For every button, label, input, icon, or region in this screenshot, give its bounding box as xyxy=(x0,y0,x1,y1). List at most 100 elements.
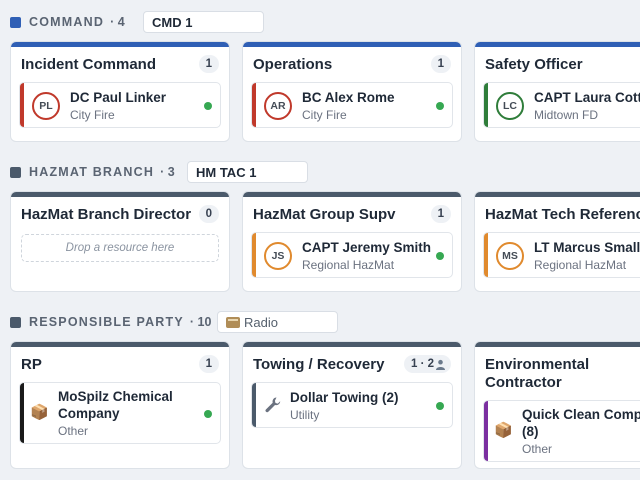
resource-item[interactable]: 📦 MoSpilz Chemical Company Other xyxy=(19,382,221,444)
resource-name: LT Marcus Small xyxy=(534,240,640,255)
card-safety-officer[interactable]: Safety Officer LC CAPT Laura Cotte Midto… xyxy=(474,41,640,142)
card-hazmat-branch-director[interactable]: HazMat Branch Director 0 Drop a resource… xyxy=(10,191,230,292)
package-icon: 📦 xyxy=(494,422,513,439)
avatar: AR xyxy=(264,92,292,120)
card-color-bar xyxy=(475,192,640,197)
card-operations[interactable]: Operations 1 AR BC Alex Rome City Fire xyxy=(242,41,462,142)
resource-item[interactable]: 📦 Quick Clean Compa (8) Other xyxy=(483,400,640,462)
resource-stripe xyxy=(252,233,256,277)
status-online-dot xyxy=(436,102,444,110)
badge-count-text: 1 · 2 xyxy=(410,358,434,370)
card-hazmat-group-supv[interactable]: HazMat Group Supv 1 JS CAPT Jeremy Smith… xyxy=(242,191,462,292)
resource-stripe xyxy=(484,83,488,127)
card-color-bar xyxy=(243,342,461,347)
avatar: PL xyxy=(32,92,60,120)
card-towing-recovery[interactable]: Towing / Recovery 1 · 2 Dollar Towing (2… xyxy=(242,341,462,469)
section-title: RESPONSIBLE PARTY xyxy=(29,315,184,329)
resource-name-line1: Quick Clean Compa xyxy=(522,407,640,422)
resource-stripe xyxy=(484,401,488,461)
resource-item[interactable]: LC CAPT Laura Cotte Midtown FD xyxy=(483,82,640,128)
section-count: · 10 xyxy=(189,315,212,329)
resource-stripe xyxy=(252,383,256,427)
channel-field[interactable]: CMD 1 xyxy=(143,11,264,33)
person-icon xyxy=(436,359,445,370)
resource-agency: Utility xyxy=(290,408,320,422)
resource-name: DC Paul Linker xyxy=(70,90,167,105)
card-color-bar xyxy=(475,342,640,347)
resource-agency: Other xyxy=(58,424,89,438)
section-color-square xyxy=(10,16,21,28)
resource-item[interactable]: MS LT Marcus Small Regional HazMat xyxy=(483,232,640,278)
section-color-square xyxy=(10,316,21,328)
resource-name: Dollar Towing (2) xyxy=(290,390,399,405)
card-title: Safety Officer xyxy=(485,56,583,73)
card-color-bar xyxy=(11,192,229,197)
radio-icon xyxy=(226,316,240,328)
channel-field[interactable]: Radio xyxy=(217,311,338,333)
resource-agency: Other xyxy=(522,442,553,456)
section-header: COMMAND · 4 xyxy=(10,11,125,33)
resource-name-line2: (8) xyxy=(522,424,539,439)
avatar: LC xyxy=(496,92,524,120)
wrench-icon xyxy=(265,397,281,413)
card-hazmat-tech-reference[interactable]: HazMat Tech Reference MS LT Marcus Small… xyxy=(474,191,640,292)
resource-dropzone[interactable]: Drop a resource here xyxy=(21,234,219,262)
section-color-square xyxy=(10,166,21,178)
resource-name-line1: MoSpilz Chemical xyxy=(58,389,173,404)
card-color-bar xyxy=(11,342,229,347)
resource-agency: Midtown FD xyxy=(534,108,599,122)
avatar: JS xyxy=(264,242,292,270)
section-header: RESPONSIBLE PARTY · 10 xyxy=(10,311,211,333)
resource-name-line2: Company xyxy=(58,406,120,421)
card-color-bar xyxy=(243,42,461,47)
card-color-bar xyxy=(11,42,229,47)
card-title: RP xyxy=(21,356,42,373)
status-online-dot xyxy=(436,252,444,260)
resource-stripe xyxy=(252,83,256,127)
package-icon: 📦 xyxy=(30,404,49,421)
card-title: HazMat Group Supv xyxy=(253,206,396,223)
resource-agency: Regional HazMat xyxy=(302,258,395,272)
card-count-badge: 1 xyxy=(198,55,219,73)
card-title: Operations xyxy=(253,56,333,73)
card-count-badge: 1 xyxy=(430,55,451,73)
card-environmental-contractor[interactable]: Environmental Contractor 📦 Quick Clean C… xyxy=(474,341,640,469)
resource-item[interactable]: AR BC Alex Rome City Fire xyxy=(251,82,453,128)
card-count-badge: 0 xyxy=(198,205,219,223)
resource-stripe xyxy=(20,383,24,443)
resource-agency: Regional HazMat xyxy=(534,258,627,272)
card-count-badge: 1 xyxy=(198,355,219,373)
status-online-dot xyxy=(204,102,212,110)
card-title: HazMat Tech Reference xyxy=(485,206,640,223)
card-title: HazMat Branch Director xyxy=(21,206,192,223)
card-count-badge: 1 xyxy=(430,205,451,223)
resource-agency: City Fire xyxy=(302,108,347,122)
avatar: MS xyxy=(496,242,524,270)
channel-field[interactable]: HM TAC 1 xyxy=(187,161,308,183)
status-online-dot xyxy=(436,402,444,410)
status-online-dot xyxy=(204,410,212,418)
section-command: COMMAND · 4 CMD 1 Incident Command 1 PL … xyxy=(0,0,640,150)
card-title: Incident Command xyxy=(21,56,157,73)
section-header: HAZMAT BRANCH · 3 xyxy=(10,161,175,183)
card-color-bar xyxy=(243,192,461,197)
resource-item[interactable]: JS CAPT Jeremy Smith Regional HazMat xyxy=(251,232,453,278)
section-hazmat-branch: HAZMAT BRANCH · 3 HM TAC 1 HazMat Branch… xyxy=(0,150,640,300)
card-title-line2: Contractor xyxy=(485,374,562,391)
resource-stripe xyxy=(20,83,24,127)
resource-item[interactable]: PL DC Paul Linker City Fire xyxy=(19,82,221,128)
card-color-bar xyxy=(475,42,640,47)
card-incident-command[interactable]: Incident Command 1 PL DC Paul Linker Cit… xyxy=(10,41,230,142)
card-title-line1: Environmental xyxy=(485,356,590,373)
resource-name: CAPT Laura Cotte xyxy=(534,90,640,105)
card-rp[interactable]: RP 1 📦 MoSpilz Chemical Company Other xyxy=(10,341,230,469)
section-title: HAZMAT BRANCH xyxy=(29,165,155,179)
resource-stripe xyxy=(484,233,488,277)
section-title: COMMAND xyxy=(29,15,105,29)
card-title: Towing / Recovery xyxy=(253,356,385,373)
card-count-badge: 1 · 2 xyxy=(403,355,451,373)
section-count: · 3 xyxy=(160,165,175,179)
channel-label: Radio xyxy=(244,314,278,330)
resource-name: BC Alex Rome xyxy=(302,90,395,105)
resource-item[interactable]: Dollar Towing (2) Utility xyxy=(251,382,453,428)
